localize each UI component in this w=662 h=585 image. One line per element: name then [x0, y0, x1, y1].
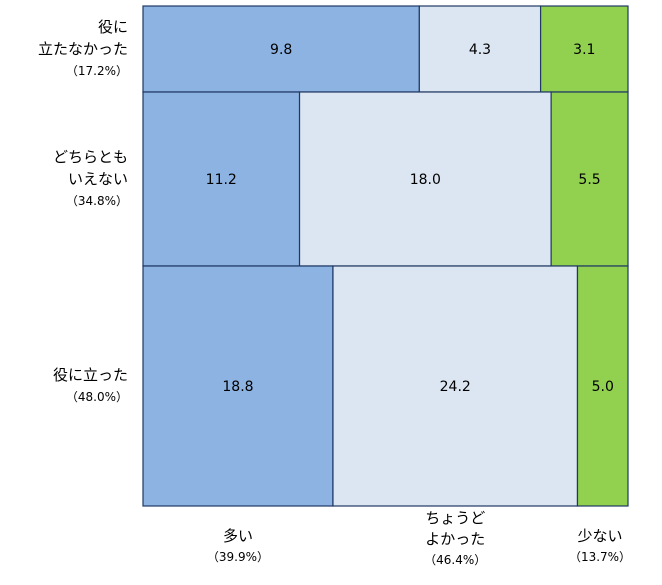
column-label-text: 多い — [222, 527, 253, 545]
column-label: 少ない （13.7%） — [540, 526, 660, 568]
cell-value-label: 3.1 — [573, 42, 595, 58]
cell-value-label: 4.3 — [469, 42, 491, 58]
row-label-text: どちらとも いえない — [52, 148, 128, 188]
mosaic-cell — [539, 5, 629, 93]
cell-value-label: 5.0 — [592, 379, 614, 395]
cell-value-label: 18.8 — [222, 379, 253, 395]
mosaic-cell — [418, 5, 542, 93]
mosaic-cell — [550, 91, 629, 267]
column-label-text: ちょうど よかった — [425, 509, 486, 548]
mosaic-cell — [332, 265, 579, 507]
column-share-label: （39.9%） — [206, 550, 270, 564]
cell-value-label: 5.5 — [578, 172, 600, 188]
column-label: 多い （39.9%） — [178, 526, 298, 568]
row-label-text: 役に立った — [52, 366, 128, 384]
mosaic-cell — [142, 5, 420, 93]
column-label-text: 少ない — [577, 527, 623, 545]
mosaic-cell — [298, 91, 552, 267]
row-label: 役に 立たなかった （17.2%） — [38, 16, 128, 82]
mosaic-cell — [576, 265, 629, 507]
row-share-label: （48.0%） — [65, 390, 128, 404]
column-label: ちょうど よかった （46.4%） — [395, 508, 515, 571]
row-share-label: （17.2%） — [65, 64, 128, 78]
cell-value-label: 24.2 — [440, 379, 471, 395]
column-share-label: （13.7%） — [568, 550, 632, 564]
cell-value-label: 18.0 — [410, 172, 441, 188]
mosaic-cell — [142, 265, 334, 507]
mosaic-cell — [142, 91, 301, 267]
column-share-label: （46.4%） — [424, 553, 487, 567]
row-label: どちらとも いえない （34.8%） — [53, 146, 128, 212]
row-label-text: 役に 立たなかった — [37, 18, 128, 58]
row-share-label: （34.8%） — [65, 194, 128, 208]
cell-value-label: 9.8 — [270, 42, 292, 58]
row-label: 役に立った （48.0%） — [53, 364, 128, 408]
cell-value-label: 11.2 — [206, 172, 237, 188]
